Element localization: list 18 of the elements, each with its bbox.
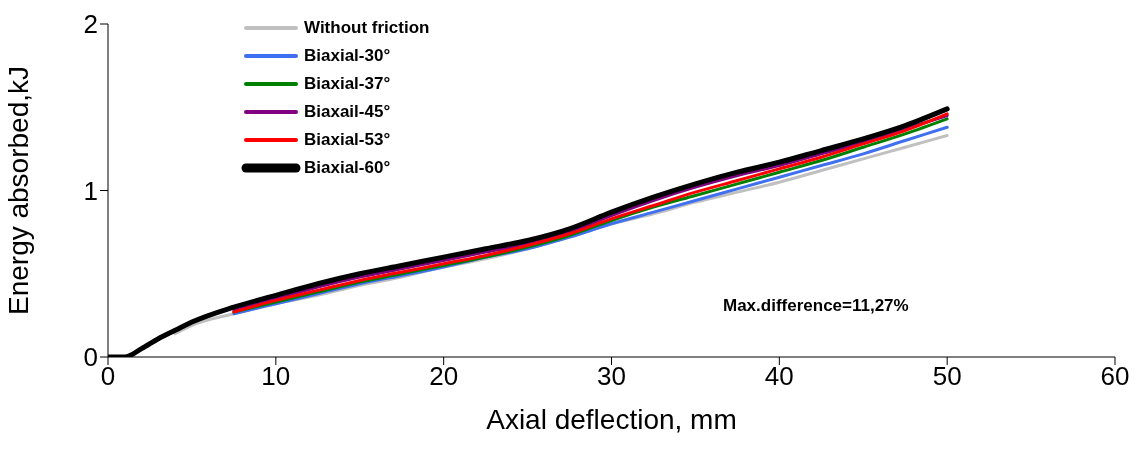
x-tick-label: 10 <box>261 361 291 392</box>
legend-label: Without friction <box>304 18 430 38</box>
legend-label: Biaxail-45° <box>304 102 391 122</box>
y-tick-label: 0 <box>83 342 98 373</box>
x-tick-label: 60 <box>1100 361 1130 392</box>
x-axis-title: Axial deflection, mm <box>486 404 737 435</box>
x-tick-label: 30 <box>597 361 626 392</box>
annotation: Max.difference=11,27% <box>723 296 909 316</box>
x-tick-label: 50 <box>932 361 962 392</box>
x-tick-label: 40 <box>764 361 794 392</box>
y-tick-label: 2 <box>83 9 98 40</box>
y-axis-title: Energy absorbed,kJ <box>2 65 34 316</box>
x-tick-label: 20 <box>429 361 459 392</box>
y-tick-label: 1 <box>83 175 98 206</box>
legend-label: Biaxial-30° <box>304 46 391 66</box>
legend-label: Biaxial-60° <box>304 158 391 178</box>
legend-label: Biaxial-37° <box>304 74 391 94</box>
legend-label: Biaxial-53° <box>304 130 391 150</box>
